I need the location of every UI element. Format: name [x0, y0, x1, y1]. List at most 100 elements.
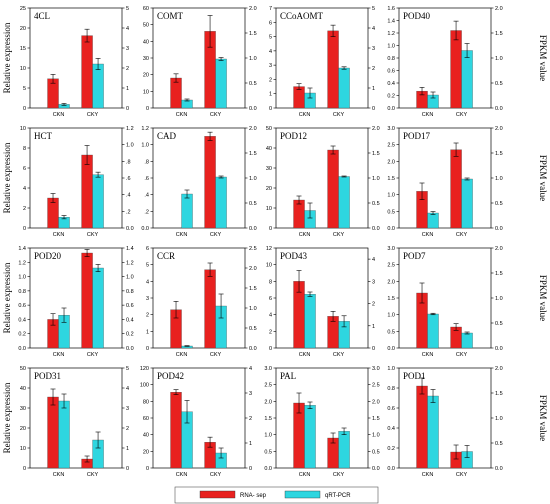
left-tick-label-hct-2: 4	[23, 186, 26, 192]
left-tick-label-pod43-5: 10	[266, 263, 272, 269]
plot-frame-pod42	[152, 367, 246, 469]
left-tick-label-pal-5: 2.5	[264, 383, 272, 389]
left-tick-label-ccr-2: 2	[146, 313, 149, 319]
left-tick-label-pod12-5: 50	[266, 126, 272, 132]
right-tick-label-pod20-2: 0.4	[126, 317, 134, 323]
bar-hct-rna-seq-cky	[81, 154, 93, 229]
left-tick-label-cad-3: .6	[144, 176, 149, 182]
right-axis-labels: FPKM value FPKM value FPKM value FPKM va…	[538, 35, 548, 441]
left-tick-label-pod17-2: 1.0	[387, 193, 395, 199]
left-tick-label-comt-5: 50	[143, 23, 149, 29]
right-tick-label-4cl-2: 2	[126, 66, 129, 72]
right-tick-label-pod17-2: 1.0	[495, 176, 503, 182]
left-tick-label-ccr-5: 5	[146, 263, 149, 269]
left-tick-label-pod43-0: 0	[269, 346, 272, 352]
right-tick-label-pod20-1: 0.2	[126, 332, 134, 338]
plot-frame-4cl	[29, 7, 123, 109]
panel-pod40: 0.0 0.2 0.4 0.6 0.8 1.0 1.2 1.4 1.6 0.0 0.5 1.0 1.5 2…	[387, 6, 502, 118]
left-tick-label-pod40-2: 0.4	[387, 81, 395, 87]
bar-cad-qrt-pcr-cky	[215, 176, 227, 229]
left-tick-label-pod31-5: 50	[20, 366, 26, 372]
right-tick-label-ccoaomt-3: 3	[372, 46, 375, 52]
plot-frame-comt	[152, 7, 246, 109]
left-tick-label-pod43-3: 6	[269, 296, 272, 302]
right-tick-label-4cl-3: 3	[126, 46, 129, 52]
panel-title-hct: HCT	[34, 131, 53, 141]
panel-hct: 0 2 4 6 8 10 0.0 .2 .4 .6 .8 1.0 1.2 CKN CKY HCT	[20, 126, 134, 238]
right-tick-label-pod1-4: 2.0	[495, 366, 503, 372]
plot-frame-hct	[29, 127, 123, 229]
panel-title-pod43: POD43	[280, 251, 308, 261]
right-tick-label-pod17-1: 0.5	[495, 201, 503, 207]
left-tick-label-ccr-0: 0	[146, 346, 149, 352]
left-tick-label-pod1-4: 0.8	[387, 386, 395, 392]
left-tick-label-pod20-4: 0.8	[18, 289, 26, 295]
panel-title-pod7: POD7	[403, 251, 426, 261]
right-tick-label-ccr-1: 0.5	[249, 326, 257, 332]
category-label-comt-cky: CKY	[210, 112, 222, 118]
left-tick-label-pod1-0: 0.0	[387, 466, 395, 472]
bar-pal-qrt-pcr-ckn	[304, 405, 316, 469]
right-tick-label-pod20-7: 1.4	[126, 246, 134, 252]
plot-frame-pal	[275, 367, 369, 469]
right-tick-label-pod7-4: 2.0	[495, 246, 503, 252]
right-tick-label-hct-0: 0.0	[126, 226, 134, 232]
bar-comt-qrt-pcr-cky	[215, 58, 227, 109]
left-tick-label-pod12-3: 30	[266, 166, 272, 172]
right-tick-label-pod43-1: 1	[372, 324, 375, 330]
left-tick-label-4cl-2: 10	[20, 66, 26, 72]
panel-pod12: 0 10 20 30 40 50 0.0 0.5 1.0 1.5 2.0 CKN CKY POD12	[266, 126, 380, 238]
left-tick-label-ccr-3: 3	[146, 296, 149, 302]
right-tick-label-comt-1: 0.5	[249, 81, 257, 87]
bar-pod42-rna-seq-ckn	[170, 392, 182, 469]
panel-pod31: 0 10 20 30 40 50 0 1 2 3 4 5 CKN CKY POD31	[20, 366, 129, 478]
right-tick-label-pod7-1: 0.5	[495, 321, 503, 327]
panel-title-pod40: POD40	[403, 11, 431, 21]
right-tick-label-pod20-0: 0.0	[126, 346, 134, 352]
left-tick-label-comt-4: 40	[143, 39, 149, 45]
right-tick-label-pod42-0: 0	[249, 466, 252, 472]
bar-ccoaomt-rna-seq-cky	[327, 30, 339, 109]
left-axis-label-row-4: Relative expression	[2, 382, 12, 453]
right-tick-label-hct-1: .2	[126, 209, 131, 215]
left-tick-label-comt-2: 20	[143, 73, 149, 79]
right-tick-label-pod40-1: 0.5	[495, 81, 503, 87]
left-tick-label-pod20-5: 1.0	[18, 275, 26, 281]
bar-pod1-rna-seq-ckn	[416, 385, 428, 469]
bar-pod17-qrt-pcr-ckn	[427, 212, 439, 229]
bar-pod40-rna-seq-cky	[450, 30, 462, 109]
right-tick-label-pod1-2: 1.0	[495, 416, 503, 422]
right-tick-label-pod43-4: 4	[372, 257, 375, 263]
plot-frame-pod12	[275, 127, 369, 229]
left-axis-labels: Relative expression Relative expression …	[2, 22, 12, 453]
left-tick-label-pal-3: 1.5	[264, 416, 272, 422]
right-tick-label-pal-1: 0.5	[372, 449, 380, 455]
panel-comt: 0 10 20 30 40 50 60 0.0 0.5 1.0 1.5 2.0 CKN CKY COMT	[143, 6, 257, 118]
left-tick-label-pod40-1: 0.2	[387, 94, 395, 100]
left-tick-label-pod31-1: 10	[20, 446, 26, 452]
left-tick-label-pod20-7: 1.4	[18, 246, 26, 252]
left-tick-label-pod1-1: 0.2	[387, 446, 395, 452]
right-tick-label-pod20-6: 1.2	[126, 260, 134, 266]
left-tick-label-pod7-2: 1.0	[387, 313, 395, 319]
category-label-pod7-ckn: CKN	[422, 352, 434, 358]
right-axis-label-row-4: FPKM value	[538, 395, 548, 441]
left-tick-label-pod20-0: 0.0	[18, 346, 26, 352]
panel-title-pod31: POD31	[34, 371, 61, 381]
bar-pod31-qrt-pcr-ckn	[58, 400, 70, 469]
right-tick-label-cad-2: 1.0	[249, 176, 257, 182]
category-label-pod40-ckn: CKN	[422, 112, 434, 118]
left-tick-label-cad-6: 1.2	[141, 126, 149, 132]
right-tick-label-pod31-0: 0	[126, 466, 129, 472]
category-label-pod17-cky: CKY	[456, 232, 468, 238]
left-tick-label-comt-0: 0	[146, 106, 149, 112]
left-tick-label-comt-6: 60	[143, 6, 149, 12]
left-tick-label-pal-1: 0.5	[264, 449, 272, 455]
right-tick-label-pod12-2: 1.0	[372, 176, 380, 182]
panel-pod20: 0.0 0.2 0.4 0.6 0.8 1.0 1.2 1.4 0.0 0.2 0.4 0.6 0.8 1…	[18, 246, 133, 358]
category-label-pal-ckn: CKN	[299, 472, 311, 478]
right-tick-label-pod31-2: 2	[126, 426, 129, 432]
right-tick-label-ccoaomt-5: 5	[372, 6, 375, 12]
right-tick-label-pod7-2: 1.0	[495, 296, 503, 302]
right-tick-label-ccr-5: 2.5	[249, 246, 257, 252]
